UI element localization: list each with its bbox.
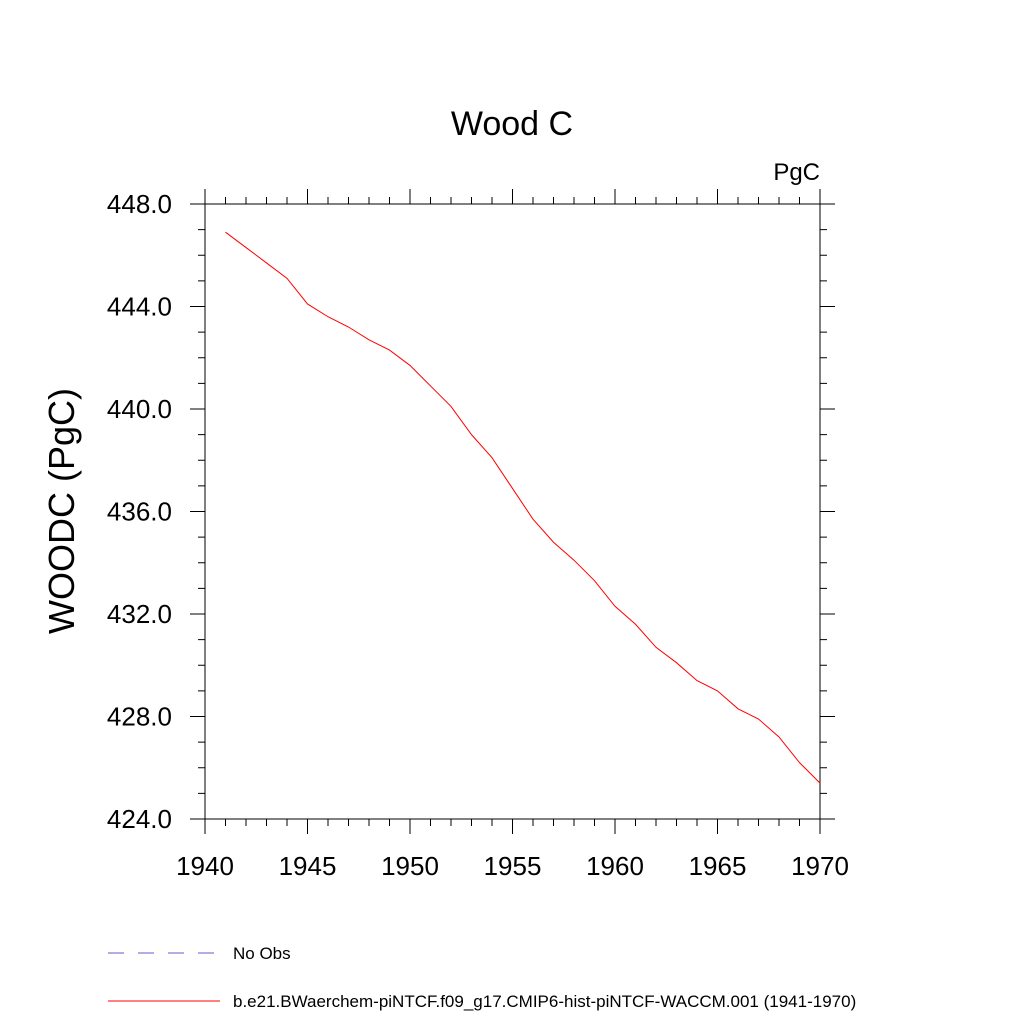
legend: No Obs b.e21.BWaerchem-piNTCF.f09_g17.CM…: [108, 944, 856, 1011]
y-tick-label: 424.0: [107, 804, 172, 834]
legend-label-no-obs: No Obs: [233, 944, 291, 963]
y-tick-label: 428.0: [107, 702, 172, 732]
legend-label-model-run: b.e21.BWaerchem-piNTCF.f09_g17.CMIP6-his…: [233, 992, 856, 1011]
chart-title: Wood C: [451, 105, 573, 143]
plot-frame: [204, 203, 821, 820]
x-tick-label: 1965: [689, 851, 747, 881]
minor-ticks: [198, 197, 827, 826]
y-tick-labels: 424.0 428.0 432.0 436.0 440.0 444.0 448.0: [107, 189, 172, 834]
x-tick-label: 1945: [279, 851, 337, 881]
y-tick-label: 448.0: [107, 189, 172, 219]
units-label: PgC: [773, 159, 820, 186]
x-tick-label: 1955: [484, 851, 542, 881]
series-layer: [225, 231, 821, 784]
x-tick-labels: 1940 1945 1950 1955 1960 1965 1970: [176, 851, 849, 881]
y-axis-label: WOODC (PgC): [41, 388, 82, 634]
x-tick-label: 1950: [381, 851, 439, 881]
y-tick-label: 436.0: [107, 497, 172, 527]
x-tick-label: 1970: [791, 851, 849, 881]
y-tick-label: 440.0: [107, 394, 172, 424]
major-ticks: [190, 189, 835, 834]
series-line-model-run: [225, 231, 821, 784]
y-tick-label: 444.0: [107, 292, 172, 322]
y-tick-label: 432.0: [107, 599, 172, 629]
x-tick-label: 1940: [176, 851, 234, 881]
x-tick-label: 1960: [586, 851, 644, 881]
